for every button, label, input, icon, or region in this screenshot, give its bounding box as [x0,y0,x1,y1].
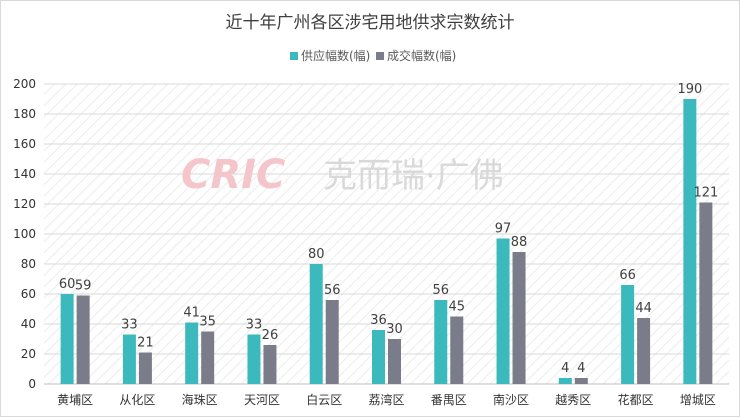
gridlines [44,83,729,385]
legend-label-deal: 成交幅数(幅) [387,48,456,63]
y-tick-label: 180 [13,107,36,121]
x-category-label: 天河区 [244,393,280,407]
x-category-label: 番禺区 [431,393,467,407]
watermark-brand: CRIC [181,152,285,198]
data-label-deal: 45 [448,300,465,315]
y-axis: 0 20 40 60 80 100 120 140 160 180 200 [13,77,729,391]
y-tick-label: 160 [13,137,36,151]
data-label-supply: 41 [183,306,200,321]
x-category-label: 从化区 [119,393,155,407]
bar-supply [185,322,199,384]
data-label-supply: 33 [121,318,138,333]
legend-label-supply: 供应幅数(幅) [301,48,370,63]
bar-deal [574,378,588,384]
bar-deal [325,300,339,384]
y-tick-label: 0 [28,377,36,391]
chart-title: 近十年广州各区涉宅用地供求宗数统计 [226,13,515,33]
y-tick-label: 200 [13,77,36,91]
bar-deal [512,252,526,384]
data-label-deal: 4 [577,361,585,376]
bars [60,99,713,384]
y-tick-label: 40 [21,317,36,331]
watermark: CRIC 克而瑞·广佛 [181,152,504,198]
data-label-deal: 59 [75,279,92,294]
x-category-label: 越秀区 [555,393,591,407]
y-tick-label: 140 [13,167,36,181]
data-label-supply: 80 [308,247,325,262]
bar-deal [138,352,152,384]
data-label-deal: 30 [386,322,403,337]
bar-supply [372,330,385,384]
bar-supply [122,334,136,384]
x-category-label: 白云区 [306,392,342,407]
data-label-deal: 44 [635,301,652,316]
data-label-deal: 35 [199,315,216,330]
y-tick-label: 80 [21,257,36,271]
bar-supply [309,264,323,384]
bar-deal [637,318,651,384]
bar-supply [683,99,697,384]
bar-deal [263,345,277,384]
data-label-supply: 97 [495,222,512,237]
y-tick-label: 60 [21,287,36,301]
data-label-deal: 88 [511,235,528,250]
bar-deal [201,331,215,384]
legend-swatch-supply [290,52,298,60]
data-label-supply: 33 [246,318,263,333]
bar-supply [434,300,448,384]
data-label-supply: 36 [370,313,387,328]
bar-supply [558,378,572,384]
y-tick-label: 20 [21,347,36,361]
y-tick-label: 100 [13,227,36,241]
x-category-label: 荔湾区 [368,392,404,407]
data-label-supply: 66 [619,268,636,283]
x-category-label: 花都区 [618,392,654,407]
bar-deal [699,202,713,384]
data-label-supply: 190 [677,82,702,97]
data-label-supply: 56 [432,283,449,298]
legend-swatch-deal [376,52,384,60]
data-label-supply: 4 [561,361,569,376]
data-label-supply: 60 [59,277,76,292]
x-category-label: 黄埔区 [57,393,93,407]
x-axis: 黄埔区 从化区 海珠区 天河区 白云区 荔湾区 番禺区 南沙区 越秀区 花都区 增城区 [57,392,716,407]
x-category-label: 增城区 [680,393,716,407]
bar-supply [621,285,635,384]
legend: 供应幅数(幅) 成交幅数(幅) [290,48,456,63]
bar-supply [247,334,261,384]
bar-supply [60,294,74,384]
data-label-deal: 21 [137,336,154,351]
x-category-label: 海珠区 [182,392,218,407]
data-label-deal: 121 [693,186,718,201]
bar-deal [76,295,90,384]
bar-supply [496,238,510,384]
x-category-label: 南沙区 [493,392,529,407]
y-tick-label: 120 [13,197,36,211]
watermark-suffix: 克而瑞·广佛 [323,156,504,196]
data-label-deal: 26 [262,328,279,343]
data-label-deal: 56 [324,283,341,298]
bar-deal [388,339,401,384]
bar-deal [450,316,464,384]
